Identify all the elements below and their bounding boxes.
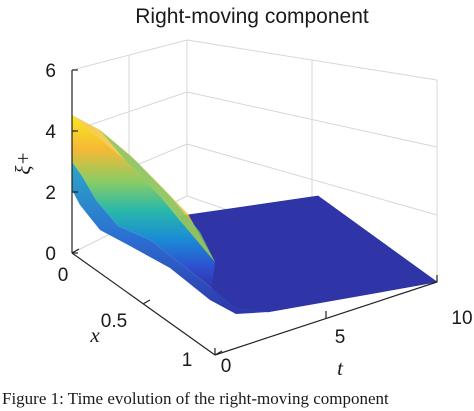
- t-tick-label: 5: [335, 327, 346, 348]
- z-tick-labels: 0 2 4 6: [45, 61, 56, 265]
- z-axis-label: ξ+: [11, 151, 35, 174]
- surface: [72, 115, 438, 314]
- t-tick-label: 10: [451, 308, 472, 329]
- surface-ramp: [72, 115, 215, 288]
- figure-caption: Figure 1: Time evolution of the right-mo…: [2, 389, 389, 408]
- chart-title: Right-moving component: [135, 5, 369, 28]
- x-tick-labels: 0 0.5 1: [58, 265, 193, 371]
- x-tick-label: 0.5: [101, 311, 127, 332]
- t-axis-label: t: [337, 356, 344, 380]
- surface-knee: [212, 288, 268, 312]
- front-axes: [71, 69, 438, 356]
- z-tick-label: 6: [45, 61, 56, 82]
- z-tick-label: 2: [45, 183, 56, 204]
- z-tick-label: 4: [45, 122, 56, 143]
- x-axis-label: x: [89, 323, 100, 347]
- x-tick-label: 0: [58, 265, 69, 286]
- t-tick-label: 0: [221, 356, 232, 377]
- z-tick-label: 0: [45, 244, 56, 265]
- t-tick-labels: 0 5 10: [221, 308, 473, 377]
- surface-ramp-mid: [100, 130, 215, 262]
- x-tick-label: 1: [182, 350, 193, 371]
